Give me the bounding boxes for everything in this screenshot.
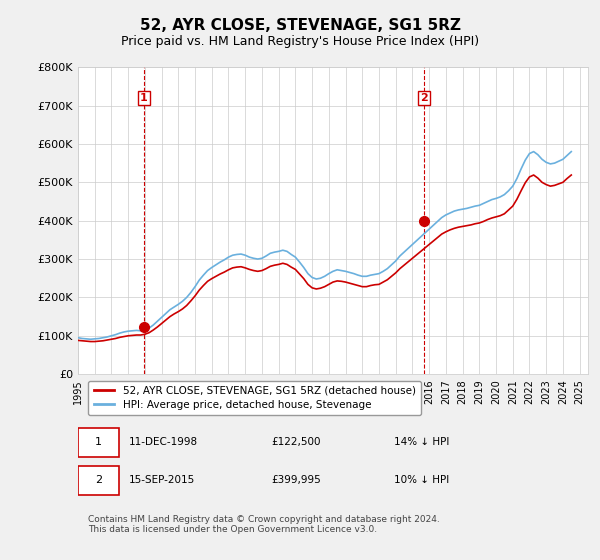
Text: Price paid vs. HM Land Registry's House Price Index (HPI): Price paid vs. HM Land Registry's House …: [121, 35, 479, 49]
Text: 10% ↓ HPI: 10% ↓ HPI: [394, 475, 449, 485]
Text: 2: 2: [421, 93, 428, 103]
FancyBboxPatch shape: [78, 466, 119, 494]
Text: 11-DEC-1998: 11-DEC-1998: [129, 437, 198, 447]
Text: £399,995: £399,995: [272, 475, 322, 485]
Text: 1: 1: [140, 93, 148, 103]
Text: £122,500: £122,500: [272, 437, 322, 447]
Text: 52, AYR CLOSE, STEVENAGE, SG1 5RZ: 52, AYR CLOSE, STEVENAGE, SG1 5RZ: [139, 18, 461, 32]
Text: 14% ↓ HPI: 14% ↓ HPI: [394, 437, 449, 447]
Legend: 52, AYR CLOSE, STEVENAGE, SG1 5RZ (detached house), HPI: Average price, detached: 52, AYR CLOSE, STEVENAGE, SG1 5RZ (detac…: [88, 381, 421, 416]
FancyBboxPatch shape: [78, 428, 119, 456]
Text: 2: 2: [95, 475, 102, 485]
Text: 15-SEP-2015: 15-SEP-2015: [129, 475, 195, 485]
Text: 1: 1: [95, 437, 102, 447]
Text: Contains HM Land Registry data © Crown copyright and database right 2024.
This d: Contains HM Land Registry data © Crown c…: [88, 515, 440, 534]
